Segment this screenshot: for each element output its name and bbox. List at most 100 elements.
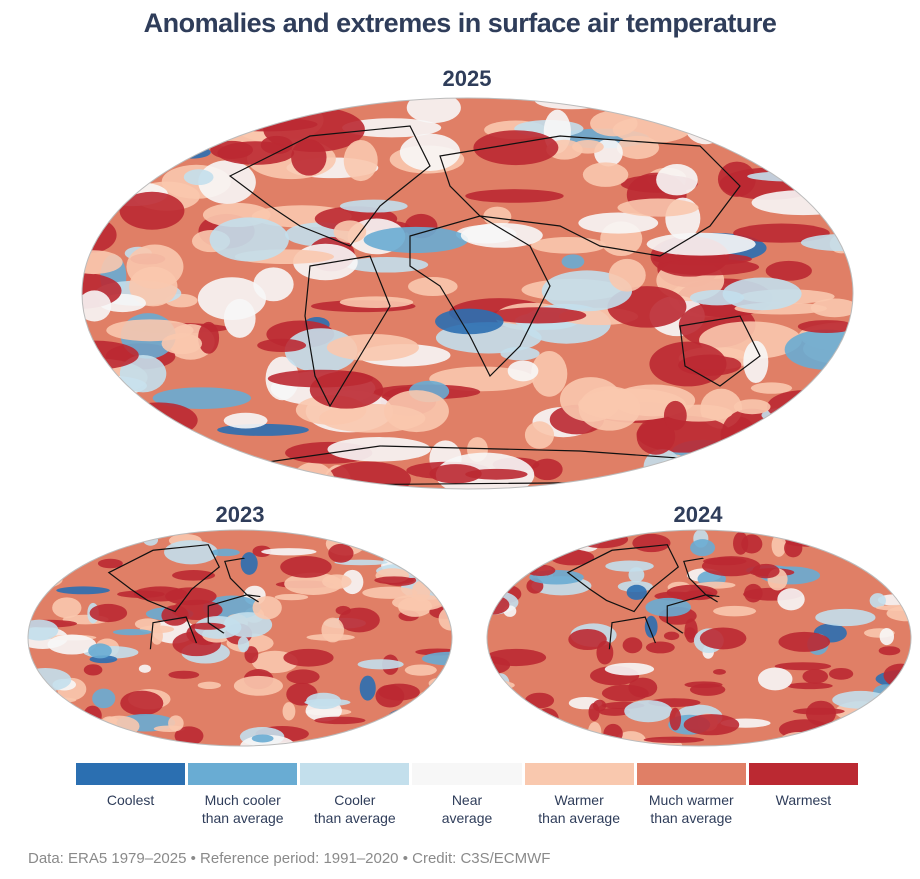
anomaly-patch: [592, 699, 607, 712]
anomaly-patch: [233, 675, 283, 696]
anomaly-patch: [343, 139, 378, 182]
map-2024: [486, 529, 912, 747]
anomaly-patch: [722, 277, 802, 311]
anomaly-patch: [815, 608, 876, 627]
anomaly-patch: [359, 675, 376, 701]
anomaly-patch: [134, 618, 161, 630]
anomaly-patch: [82, 141, 118, 167]
anomaly-patch: [89, 603, 128, 623]
anomaly-patch: [780, 732, 817, 746]
anomaly-field: [82, 98, 853, 489]
anomaly-patch: [576, 530, 629, 549]
anomaly-patch: [282, 702, 296, 721]
anomaly-patch: [47, 634, 97, 655]
anomaly-patch: [152, 387, 252, 409]
anomaly-patch: [561, 254, 585, 269]
anomaly-patch: [876, 551, 895, 577]
anomaly-patch: [646, 232, 756, 256]
anomaly-patch: [138, 664, 151, 673]
legend-item-warmer: Warmer than average: [524, 763, 634, 827]
anomaly-patch: [684, 107, 727, 145]
anomaly-patch: [752, 563, 780, 579]
legend-label: Warmest: [775, 792, 832, 808]
anomaly-patch: [663, 400, 687, 431]
anomaly-patch: [842, 717, 899, 732]
anomaly-patch: [536, 708, 559, 731]
anomaly-patch: [42, 697, 77, 703]
anomaly-patch: [683, 98, 766, 120]
anomaly-patch: [644, 615, 658, 638]
map-border: [486, 529, 912, 747]
anomaly-patch: [326, 333, 419, 361]
chart-title: Anomalies and extremes in surface air te…: [143, 8, 777, 38]
anomaly-patch: [82, 454, 178, 469]
anomaly-patch: [608, 258, 646, 292]
anomaly-patch: [669, 707, 682, 731]
legend-label: than average: [201, 810, 284, 826]
anomaly-patch: [713, 669, 726, 675]
anomaly-patch: [483, 206, 512, 227]
anomaly-patch: [217, 141, 295, 165]
anomaly-patch: [88, 643, 112, 659]
anomaly-patch: [805, 731, 858, 741]
anomaly-patch: [82, 429, 140, 471]
anomaly-patch: [240, 552, 258, 575]
anomaly-patch: [30, 702, 78, 715]
anomaly-patch: [426, 716, 442, 727]
anomaly-patch: [878, 646, 901, 656]
coastline: [304, 255, 391, 408]
anomaly-patch: [56, 586, 110, 595]
anomaly-patch: [624, 700, 673, 723]
anomaly-patch: [507, 360, 539, 382]
anomaly-patch: [793, 408, 826, 428]
coastline: [107, 544, 221, 613]
anomaly-patch: [252, 596, 282, 620]
anomaly-patch: [538, 736, 583, 745]
anomaly-patch: [590, 110, 638, 137]
anomaly-patch: [304, 698, 351, 707]
anomaly-patch: [283, 648, 334, 667]
anomaly-patch: [810, 298, 853, 318]
anomaly-patch: [142, 475, 184, 488]
anomaly-patch: [636, 418, 676, 455]
anomaly-patch: [541, 270, 633, 312]
anomaly-patch: [532, 530, 593, 545]
anomaly-patch: [859, 547, 904, 568]
anomaly-patch: [341, 569, 364, 595]
anomaly-patch: [802, 669, 829, 684]
anomaly-patch: [690, 539, 716, 557]
anomaly-patch: [721, 467, 829, 489]
anomaly-patch: [683, 714, 740, 736]
anomaly-patch: [572, 140, 604, 154]
legend-item-much-warmer: Much warmer than average: [636, 763, 746, 827]
legend-label: Much warmer: [648, 792, 734, 808]
anomaly-patch: [733, 223, 830, 243]
anomaly-patch: [884, 530, 911, 532]
anomaly-patch: [787, 734, 827, 746]
legend-label: than average: [313, 810, 396, 826]
anomaly-patch: [828, 667, 854, 680]
anomaly-patch: [531, 458, 563, 481]
anomaly-patch: [306, 633, 355, 641]
anomaly-patch: [465, 189, 564, 203]
anomaly-patch: [798, 732, 837, 746]
anomaly-patch: [82, 425, 132, 459]
anomaly-patch: [427, 718, 446, 732]
anomaly-patch: [119, 354, 167, 393]
legend-swatch: [412, 763, 522, 785]
anomaly-patch: [117, 590, 165, 598]
legend-label: Coolest: [106, 792, 155, 808]
legend-label: Much cooler: [204, 792, 281, 808]
anomaly-patch: [869, 593, 886, 609]
anomaly-patch: [174, 726, 204, 746]
legend: Coolest Much cooler than average Cooler th…: [76, 763, 858, 827]
anomaly-patch: [460, 223, 543, 248]
anomaly-patch: [44, 539, 68, 562]
anomaly-patch: [274, 593, 309, 601]
anomaly-patch: [699, 627, 747, 650]
legend-swatch: [524, 763, 634, 785]
anomaly-patch: [578, 386, 641, 431]
anomaly-patch: [786, 682, 833, 690]
anomaly-patch: [473, 130, 559, 166]
anomaly-patch: [212, 117, 318, 132]
